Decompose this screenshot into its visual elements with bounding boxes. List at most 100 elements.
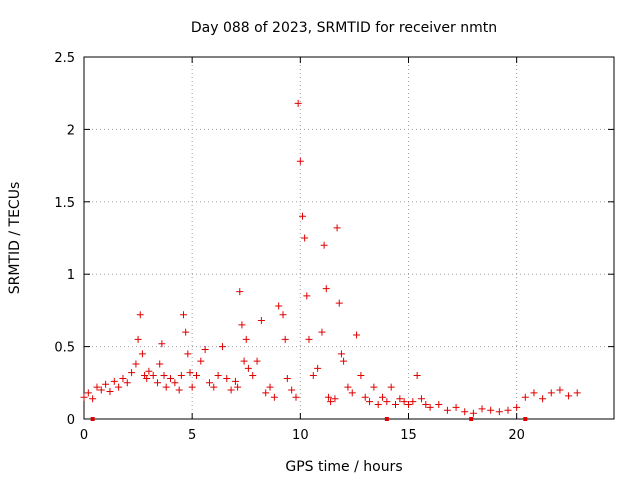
data-point: [331, 395, 339, 403]
data-point: [565, 392, 573, 400]
data-point: [452, 403, 460, 411]
data-point: [348, 389, 356, 397]
data-point: [238, 321, 246, 329]
data-point: [156, 360, 164, 368]
data-point: [162, 383, 170, 391]
data-point: [231, 377, 239, 385]
data-point: [296, 157, 304, 165]
data-point: [383, 398, 391, 406]
data-point: [128, 369, 136, 377]
data-point: [335, 299, 343, 307]
data-point: [409, 398, 417, 406]
data-point: [353, 331, 361, 339]
plot-frame: [83, 56, 615, 420]
data-point: [294, 99, 302, 107]
data-point: [357, 372, 365, 380]
data-point: [547, 389, 555, 397]
data-point: [366, 398, 374, 406]
data-point: [106, 387, 114, 395]
data-point: [253, 357, 261, 365]
data-point: [392, 401, 400, 409]
grid: [84, 57, 614, 419]
data-point: [333, 224, 341, 232]
data-point: [322, 285, 330, 293]
y-tick-label: 0: [67, 413, 75, 428]
y-tick-label: 1.5: [54, 196, 75, 211]
x-tick-label: 10: [292, 428, 309, 443]
axis-ticks: [83, 56, 614, 420]
data-point: [205, 379, 213, 387]
data-point: [513, 403, 521, 411]
data-point: [413, 372, 421, 380]
data-point: [478, 405, 486, 413]
data-point: [327, 398, 335, 406]
data-point: [305, 335, 313, 343]
data-point: [177, 372, 185, 380]
data-point: [119, 374, 127, 382]
y-axis-label: SRMTID / TECUs: [7, 182, 23, 295]
data-point: [530, 389, 538, 397]
data-point: [175, 386, 183, 394]
data-point: [275, 302, 283, 310]
data-point: [262, 389, 270, 397]
gap-marker: [90, 417, 95, 421]
x-axis-label: GPS time / hours: [285, 459, 402, 475]
data-point: [361, 393, 369, 401]
data-point: [324, 393, 332, 401]
data-point: [344, 383, 352, 391]
data-point: [134, 335, 142, 343]
data-point: [396, 395, 404, 403]
data-point: [461, 408, 469, 416]
y-tick-label: 2: [67, 123, 75, 138]
data-points: [80, 99, 581, 417]
x-tick-label: 0: [80, 428, 88, 443]
data-point: [240, 357, 248, 365]
data-point: [97, 386, 105, 394]
data-point: [123, 379, 131, 387]
data-point: [145, 367, 153, 375]
data-point: [426, 403, 434, 411]
data-point: [435, 401, 443, 409]
data-point: [184, 350, 192, 358]
data-point: [143, 374, 151, 382]
data-point: [283, 374, 291, 382]
data-point: [422, 401, 430, 409]
data-point: [80, 393, 88, 401]
data-point: [309, 372, 317, 380]
data-point: [102, 380, 110, 388]
data-point: [188, 383, 196, 391]
data-point: [223, 374, 231, 382]
data-point: [160, 372, 168, 380]
data-point: [539, 395, 547, 403]
data-point: [182, 328, 190, 336]
data-point: [138, 350, 146, 358]
data-point: [556, 386, 564, 394]
y-tick-label: 2.5: [54, 51, 75, 66]
data-point: [320, 241, 328, 249]
data-point: [443, 406, 451, 414]
data-point: [298, 212, 306, 220]
data-point: [171, 379, 179, 387]
data-point: [400, 398, 408, 406]
data-point: [210, 383, 218, 391]
data-point: [115, 383, 123, 391]
data-point: [89, 395, 97, 403]
data-point: [573, 389, 581, 397]
data-point: [218, 343, 226, 351]
data-point: [469, 409, 477, 417]
data-point: [340, 357, 348, 365]
data-point: [244, 364, 252, 372]
data-point: [370, 383, 378, 391]
data-point: [227, 386, 235, 394]
data-point: [257, 317, 265, 325]
x-tick-label: 5: [188, 428, 196, 443]
data-point: [154, 379, 162, 387]
x-tick-label: 20: [508, 428, 525, 443]
data-point: [236, 288, 244, 296]
data-point: [136, 311, 144, 319]
gap-marker: [469, 417, 474, 421]
data-point: [301, 234, 309, 242]
data-point: [110, 377, 118, 385]
data-point: [318, 328, 326, 336]
gap-markers: [90, 417, 528, 421]
